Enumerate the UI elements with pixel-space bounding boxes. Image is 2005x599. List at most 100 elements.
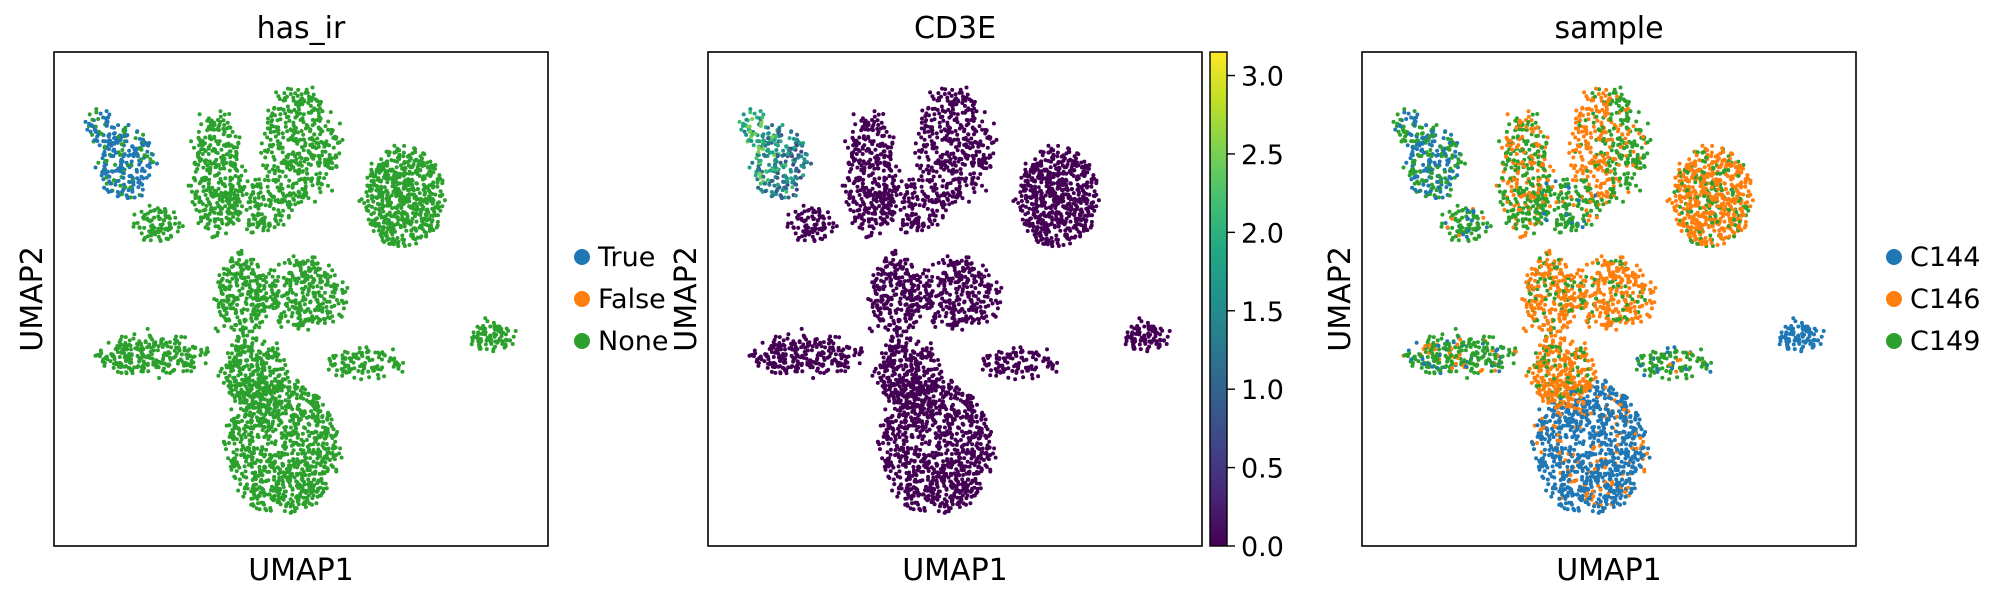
- scatter-point: [275, 165, 280, 170]
- scatter-point: [369, 161, 374, 166]
- scatter-point: [104, 355, 109, 360]
- scatter-point: [96, 160, 101, 165]
- scatter-point: [296, 194, 301, 199]
- scatter-point: [303, 270, 308, 275]
- scatter-point: [471, 334, 476, 339]
- scatter-point: [189, 369, 194, 374]
- scatter-point: [268, 201, 273, 206]
- scatter-point: [280, 405, 285, 410]
- scatter-point: [242, 184, 247, 189]
- scatter-point: [773, 142, 778, 147]
- scatter-point: [262, 218, 267, 223]
- scatter-point: [255, 446, 260, 451]
- scatter-point: [256, 501, 260, 506]
- scatter-point: [122, 129, 127, 134]
- scatter-point: [307, 473, 312, 477]
- scatter-point: [246, 275, 251, 280]
- scatter-point: [289, 128, 294, 133]
- scatter-point: [171, 210, 176, 215]
- scatter-point: [741, 112, 746, 117]
- scatter-point: [298, 388, 303, 393]
- scatter-point: [96, 132, 101, 137]
- scatter-point: [110, 169, 114, 174]
- scatter-point: [119, 158, 124, 163]
- scatter-point: [401, 150, 406, 155]
- scatter-point: [414, 208, 419, 213]
- scatter-point: [242, 280, 247, 285]
- scatter-point: [277, 475, 282, 480]
- scatter-point: [331, 145, 336, 150]
- scatter-point: [945, 181, 950, 186]
- scatter-point: [291, 322, 296, 327]
- scatter-point: [314, 172, 319, 177]
- scatter-point: [283, 314, 288, 318]
- scatter-point: [242, 491, 247, 495]
- scatter-point: [279, 325, 284, 329]
- scatter-point: [322, 465, 327, 470]
- scatter-point: [296, 485, 301, 490]
- scatter-point: [418, 213, 423, 217]
- scatter-point: [128, 152, 133, 157]
- scatter-point: [311, 442, 316, 447]
- scatter-point: [236, 426, 241, 431]
- scatter-point: [206, 145, 211, 150]
- scatter-point: [438, 208, 443, 213]
- scatter-point: [332, 290, 337, 295]
- scatter-point: [387, 221, 392, 226]
- scatter-point: [290, 451, 295, 456]
- scatter-point: [277, 373, 282, 378]
- scatter-point: [373, 174, 378, 179]
- scatter-point: [882, 162, 887, 167]
- scatter-point: [269, 123, 274, 128]
- scatter-point: [431, 213, 436, 218]
- scatter-point: [513, 329, 518, 333]
- scatter-point: [431, 184, 436, 189]
- scatter-point: [372, 210, 376, 215]
- scatter-point: [298, 155, 303, 160]
- scatter-point: [370, 193, 374, 198]
- scatter-point: [135, 345, 140, 350]
- scatter-point: [228, 433, 233, 438]
- scatter-point: [216, 373, 221, 378]
- scatter-point: [142, 235, 147, 240]
- scatter-point: [345, 285, 350, 290]
- scatter-point: [282, 489, 287, 494]
- scatter-points: [83, 85, 518, 515]
- scatter-point: [292, 125, 297, 130]
- scatter-point: [265, 296, 269, 301]
- scatter-point: [347, 366, 352, 371]
- scatter-point: [428, 159, 433, 164]
- scatter-point: [316, 144, 321, 149]
- scatter-point: [282, 509, 287, 514]
- scatter-point: [266, 347, 271, 352]
- scatter-point: [206, 181, 211, 186]
- scatter-point: [250, 378, 255, 383]
- scatter-point: [404, 197, 409, 202]
- scatter-point: [124, 160, 129, 165]
- scatter-point: [360, 362, 365, 367]
- scatter-point: [193, 192, 198, 197]
- scatter-point: [272, 477, 276, 482]
- scatter-point: [329, 127, 334, 132]
- scatter-point: [280, 463, 285, 468]
- scatter-point: [776, 129, 781, 134]
- scatter-point: [304, 461, 309, 466]
- scatter-point: [248, 294, 253, 299]
- scatter-point: [218, 109, 223, 114]
- scatter-point: [285, 291, 290, 296]
- scatter-point: [778, 160, 783, 165]
- scatter-point: [206, 116, 211, 121]
- scatter-point: [157, 208, 162, 213]
- scatter-point: [240, 164, 245, 169]
- scatter-point: [866, 127, 871, 132]
- scatter-point: [234, 338, 239, 343]
- scatter-point: [881, 112, 886, 116]
- scatter-point: [890, 140, 895, 145]
- scatter-point: [932, 112, 937, 117]
- scatter-point: [283, 494, 288, 499]
- scatter-point: [850, 129, 855, 134]
- scatter-point: [231, 294, 236, 299]
- scatter-point: [113, 162, 118, 167]
- scatter-point: [861, 212, 866, 216]
- scatter-point: [137, 358, 142, 363]
